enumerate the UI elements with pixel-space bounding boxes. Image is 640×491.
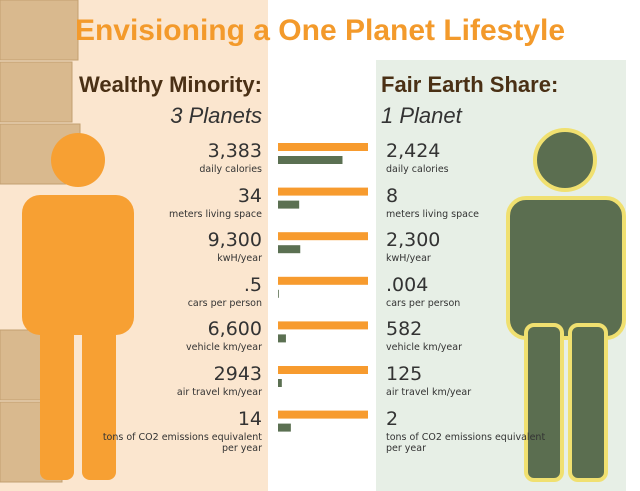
- value-label: 582: [386, 318, 423, 341]
- category-label: meters living space: [168, 208, 262, 220]
- value-label: 3,383: [207, 140, 262, 162]
- value-label: 2: [386, 407, 399, 430]
- category-label: daily calories: [199, 164, 262, 175]
- value-label: .004: [386, 273, 429, 296]
- category-label: meters living space: [386, 208, 480, 220]
- category-label: vehicle km/year: [185, 342, 262, 354]
- bar: [278, 366, 368, 374]
- bar: [278, 423, 291, 432]
- category-label: tons of CO2 emissions equivalent per yea…: [386, 431, 546, 454]
- value-label: 2,424: [386, 140, 441, 162]
- category-label: kwH/year: [386, 253, 431, 265]
- series-subheading: 3 Planets: [170, 103, 262, 128]
- bar: [278, 156, 343, 164]
- value-label: 14: [237, 407, 262, 430]
- person-orange: [22, 133, 134, 480]
- series-subheading: 1 Planet: [381, 103, 462, 128]
- bar: [278, 334, 286, 343]
- category-label: vehicle km/year: [386, 342, 463, 354]
- bar: [278, 276, 368, 285]
- bar: [278, 321, 368, 330]
- category-label: cars per person: [386, 297, 461, 309]
- value-label: 125: [386, 363, 423, 385]
- bar: [278, 245, 301, 254]
- bar: [278, 410, 368, 419]
- value-label: 2,300: [386, 229, 441, 252]
- category-label: air travel km/year: [176, 387, 262, 398]
- bar: [278, 232, 368, 241]
- category-label: cars per person: [187, 297, 262, 309]
- bar: [278, 379, 282, 387]
- category-label: daily calories: [386, 164, 449, 175]
- person-green: [506, 128, 626, 482]
- value-label: 8: [386, 184, 399, 207]
- bar: [278, 143, 368, 151]
- value-label: 34: [237, 184, 262, 207]
- series-heading: Wealthy Minority:: [79, 72, 262, 97]
- category-label: kwH/year: [217, 253, 262, 265]
- bar: [278, 289, 279, 298]
- bar: [278, 200, 300, 209]
- value-label: 9,300: [207, 229, 262, 252]
- value-label: .5: [243, 273, 262, 296]
- category-label: tons of CO2 emissions equivalent per yea…: [102, 431, 262, 454]
- category-label: air travel km/year: [386, 387, 472, 398]
- value-label: 6,600: [207, 318, 262, 341]
- bar: [278, 187, 368, 196]
- series-heading: Fair Earth Share:: [381, 72, 559, 97]
- title: Envisioning a One Planet Lifestyle: [74, 14, 566, 47]
- value-label: 2943: [213, 363, 262, 385]
